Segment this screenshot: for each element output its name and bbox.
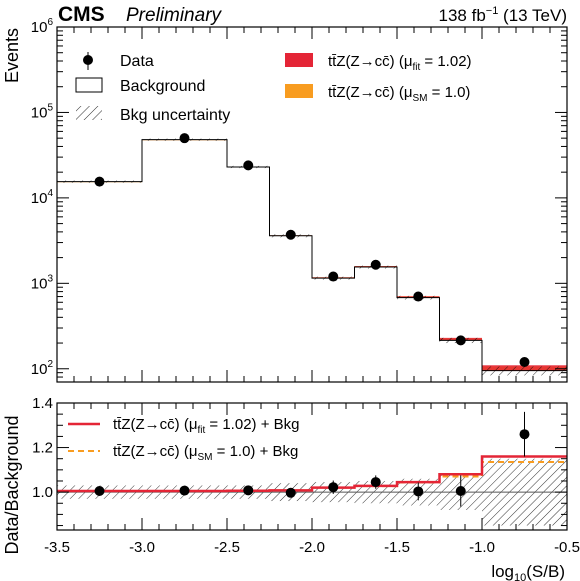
legend-uncertainty-swatch: [76, 106, 102, 120]
main-ytick-label: 103: [31, 273, 54, 292]
experiment-label: CMS: [58, 3, 105, 26]
legend-ratio-sm-label: tt̄Z(Z→cc̄) (μSM = 1.0) + Bkg: [113, 443, 298, 463]
ratio-data-point: [519, 429, 530, 440]
ratio-data-point: [370, 477, 381, 488]
ratio-ylabel: Data/Background: [2, 415, 22, 554]
ratio-data-point: [413, 486, 424, 497]
legend-ratio-fit-label: tt̄Z(Z→cc̄) (μfit = 1.02) + Bkg: [113, 416, 299, 436]
ytick-base: 10: [31, 275, 48, 292]
main-ytick-label: 102: [31, 359, 54, 378]
status-label: Preliminary: [126, 5, 223, 26]
legend-uncertainty-label: Bkg uncertainty: [120, 107, 230, 124]
data-point: [413, 291, 424, 302]
xtick-label: -1.5: [384, 539, 410, 556]
legend-sub: fit: [412, 62, 420, 73]
xtick-label: -0.5: [554, 539, 580, 556]
data-point: [519, 356, 530, 367]
ytick-base: 10: [31, 104, 48, 121]
ratio-plot-area: [57, 411, 567, 526]
ratio-panel: 1.0 1.2 1.4 -3.5 -3.0 -2.5 -2.0 -1.5 -1.0 -0.5 log…: [2, 395, 580, 581]
ratio-ytick-label: 1.2: [32, 440, 53, 457]
ytick-exponent: 3: [47, 273, 53, 284]
legend-data-label: Data: [120, 53, 154, 70]
ratio-data-point: [94, 486, 105, 497]
legend-background-swatch: [75, 77, 103, 93]
xlabel-main: log: [491, 562, 514, 581]
ytick-exponent: 2: [47, 359, 53, 370]
ratio-fit-line: [57, 455, 567, 493]
main-ytick-label: 105: [31, 102, 54, 121]
legend-sub: SM: [197, 452, 212, 463]
legend-tail: = 1.02) + Bkg: [205, 416, 299, 433]
ratio-data-point: [328, 482, 339, 493]
ratio-data-point: [455, 486, 466, 497]
data-point: [179, 133, 190, 144]
xtick-label: -2.0: [299, 539, 325, 556]
ratio-ytick-label: 1.4: [32, 395, 53, 412]
legend-sub: SM: [412, 93, 427, 104]
legend-text: tt̄Z(Z→cc̄) (μ: [328, 84, 412, 101]
ytick-base: 10: [31, 19, 48, 36]
main-ylabel: Events: [2, 28, 22, 83]
legend-background-label: Background: [120, 78, 205, 95]
data-point: [243, 160, 254, 171]
xtick-label: -3.5: [44, 539, 70, 556]
main-ytick-label: 104: [31, 188, 54, 207]
ytick-exponent: 4: [47, 188, 53, 199]
legend-signal-fit-swatch: [285, 53, 313, 67]
ratio-data-point: [285, 487, 296, 498]
energy-label: (13 TeV): [498, 6, 567, 25]
legend-tail: = 1.0) + Bkg: [212, 443, 298, 460]
legend-text: tt̄Z(Z→cc̄) (μ: [113, 416, 197, 433]
ratio-legend: tt̄Z(Z→cc̄) (μfit = 1.02) + Bkgtt̄Z(Z→cc…: [68, 416, 299, 463]
data-point: [370, 259, 381, 270]
ratio-data-point: [179, 485, 190, 496]
main-plot-area: [57, 133, 567, 376]
data-point: [455, 335, 466, 346]
legend-tail: = 1.02): [420, 53, 471, 70]
data-point: [285, 229, 296, 240]
data-point: [94, 176, 105, 187]
legend-signal-sm-swatch: [285, 84, 313, 98]
xaxis-label: log10(S/B): [491, 562, 565, 581]
xtick-label: -3.0: [129, 539, 155, 556]
ytick-base: 10: [31, 361, 48, 378]
legend-sub: fit: [197, 425, 205, 436]
background-histogram: [57, 139, 567, 372]
ytick-base: 10: [31, 190, 48, 207]
data-point: [328, 271, 339, 282]
ratio-data-point: [243, 485, 254, 496]
legend-text: tt̄Z(Z→cc̄) (μ: [328, 53, 412, 70]
ytick-exponent: 5: [47, 102, 53, 113]
main-ytick-label: 106: [31, 17, 54, 36]
main-legend: Data Background Bkg uncertainty tt̄Z(Z→cc̄)…: [75, 52, 472, 124]
legend-signal-fit-label: tt̄Z(Z→cc̄) (μfit = 1.02): [328, 53, 472, 73]
xtick-label: -2.5: [214, 539, 240, 556]
lumi-exponent: −1: [486, 5, 499, 17]
legend-signal-sm-label: tt̄Z(Z→cc̄) (μSM = 1.0): [328, 84, 470, 104]
lumi-label: 138 fb−1 (13 TeV): [439, 5, 567, 25]
xtick-label: -1.0: [469, 539, 495, 556]
legend-data-marker: [83, 55, 93, 65]
lumi-value: 138 fb: [439, 6, 486, 25]
xlabel-tail: (S/B): [526, 562, 565, 581]
xlabel-sub: 10: [514, 572, 526, 581]
ratio-ytick-label: 1.0: [32, 484, 53, 501]
ytick-exponent: 6: [47, 17, 53, 28]
legend-text: tt̄Z(Z→cc̄) (μ: [113, 443, 197, 460]
legend-tail: = 1.0): [427, 84, 470, 101]
